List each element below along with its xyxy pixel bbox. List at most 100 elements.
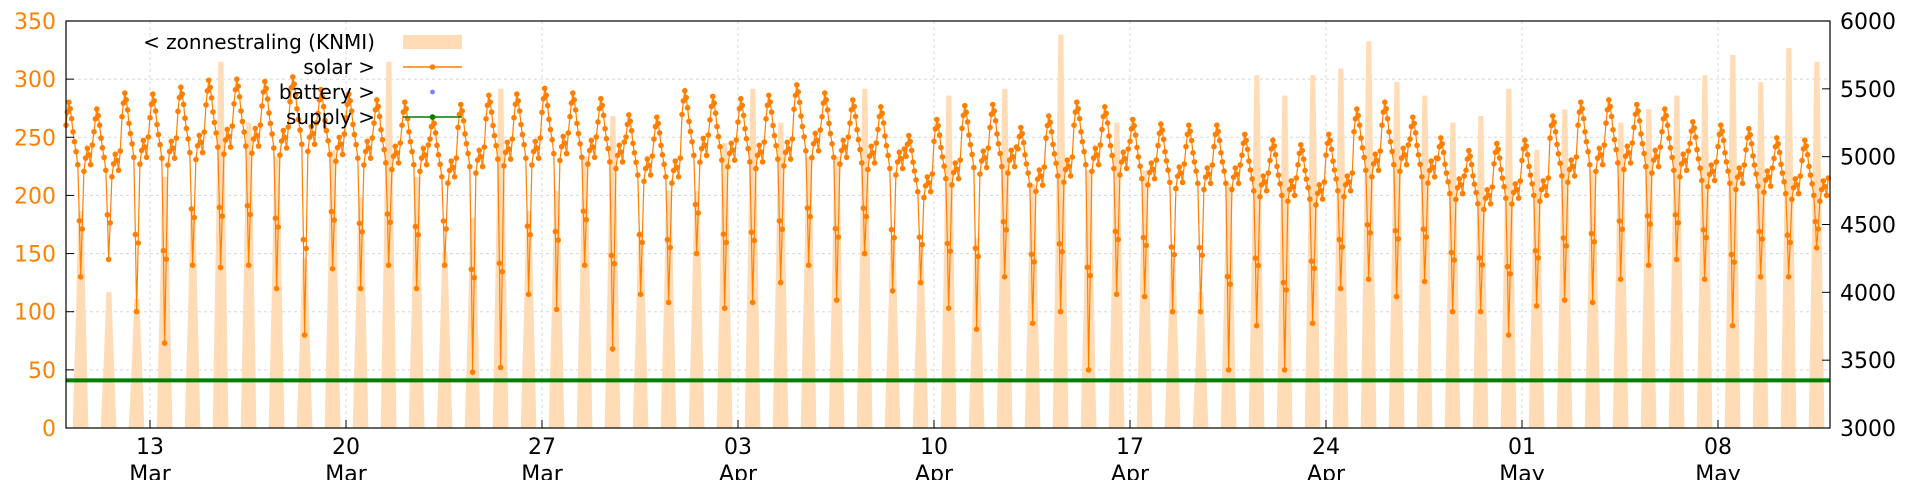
solar-point — [684, 104, 691, 111]
solar-point — [1617, 276, 1624, 283]
solar-point — [1764, 168, 1771, 174]
solar-point — [1069, 154, 1076, 160]
solar-point — [1085, 367, 1092, 373]
solar-point — [1669, 154, 1675, 161]
solar-point — [290, 74, 296, 80]
solar-point — [1582, 129, 1588, 135]
solar-point — [506, 146, 512, 152]
solar-point — [122, 90, 128, 96]
solar-point — [1122, 155, 1128, 162]
solar-point — [98, 135, 104, 141]
solar-point — [945, 305, 952, 312]
solar-point — [1395, 236, 1401, 242]
solar-point — [375, 103, 382, 110]
solar-point — [266, 110, 272, 116]
solar-point — [1302, 167, 1308, 174]
solar-point — [1293, 175, 1300, 181]
solar-point — [651, 136, 657, 142]
solar-point — [473, 170, 479, 176]
solar-point — [967, 141, 974, 148]
solar-point — [1756, 228, 1763, 235]
y-left-tick-label: 50 — [28, 359, 56, 384]
solar-point — [899, 165, 906, 172]
solar-point — [739, 102, 745, 109]
solar-point — [1419, 174, 1425, 180]
solar-point — [1587, 161, 1593, 168]
solar-point — [1382, 99, 1388, 105]
solar-point — [1313, 202, 1319, 208]
solar-point — [486, 92, 492, 99]
solar-point — [1038, 173, 1044, 179]
solar-point — [952, 160, 959, 166]
solar-point — [115, 167, 122, 174]
solar-point — [91, 128, 97, 135]
solar-point — [1659, 128, 1665, 135]
solar-point — [385, 262, 392, 269]
solar-point — [476, 147, 483, 154]
solar-point — [692, 201, 699, 208]
solar-point — [1501, 183, 1507, 190]
solar-point — [1056, 241, 1063, 247]
zonnestraling-area — [72, 34, 1825, 428]
solar-point — [188, 206, 195, 212]
solar-point — [1196, 244, 1203, 251]
solar-point — [409, 148, 415, 155]
solar-point — [1029, 320, 1036, 327]
solar-point — [73, 148, 79, 155]
solar-point — [267, 120, 274, 127]
solar-point — [273, 285, 280, 292]
solar-point — [697, 159, 703, 165]
solar-point — [1066, 163, 1072, 170]
solar-point — [348, 108, 355, 114]
solar-point — [1476, 254, 1483, 261]
solar-point — [669, 180, 675, 186]
solar-point — [630, 140, 636, 147]
solar-point — [244, 202, 251, 209]
solar-point — [616, 142, 623, 149]
solar-point — [518, 121, 524, 128]
solar-point — [1675, 220, 1681, 226]
solar-point — [1308, 258, 1315, 265]
solar-point — [402, 99, 408, 105]
solar-point — [1280, 279, 1287, 286]
solar-point — [1565, 179, 1571, 185]
y-left-tick-label: 150 — [14, 243, 56, 268]
solar-point — [921, 194, 927, 201]
solar-point — [1667, 145, 1674, 151]
solar-point — [1583, 138, 1590, 145]
solar-point — [1064, 157, 1071, 163]
solar-point — [549, 137, 555, 143]
solar-point — [557, 157, 563, 164]
solar-point — [990, 101, 996, 108]
solar-point — [926, 180, 932, 186]
solar-point — [711, 100, 717, 106]
solar-point — [850, 97, 856, 103]
solar-point — [86, 152, 92, 158]
solar-point — [1084, 264, 1091, 271]
solar-point — [871, 160, 878, 166]
solar-point — [219, 213, 225, 219]
solar-point — [367, 155, 374, 161]
solar-point — [1160, 136, 1167, 143]
solar-point — [723, 239, 729, 246]
solar-point — [1820, 178, 1827, 184]
solar-point — [471, 274, 478, 281]
solar-point — [241, 129, 247, 135]
solar-point — [1776, 149, 1783, 156]
solar-point — [507, 156, 514, 162]
solar-point — [585, 161, 591, 167]
solar-point — [663, 174, 669, 180]
solar-point — [524, 223, 531, 229]
solar-point — [781, 163, 787, 169]
solar-point — [686, 118, 692, 125]
solar-point — [845, 134, 852, 140]
solar-point — [1412, 130, 1419, 136]
solar-point — [700, 135, 707, 142]
solar-point — [868, 143, 875, 150]
solar-point — [963, 109, 969, 115]
solar-point — [1169, 308, 1176, 315]
solar-point — [1458, 182, 1464, 188]
solar-point — [1168, 244, 1175, 250]
solar-point — [469, 369, 476, 376]
solar-point — [1471, 181, 1478, 187]
